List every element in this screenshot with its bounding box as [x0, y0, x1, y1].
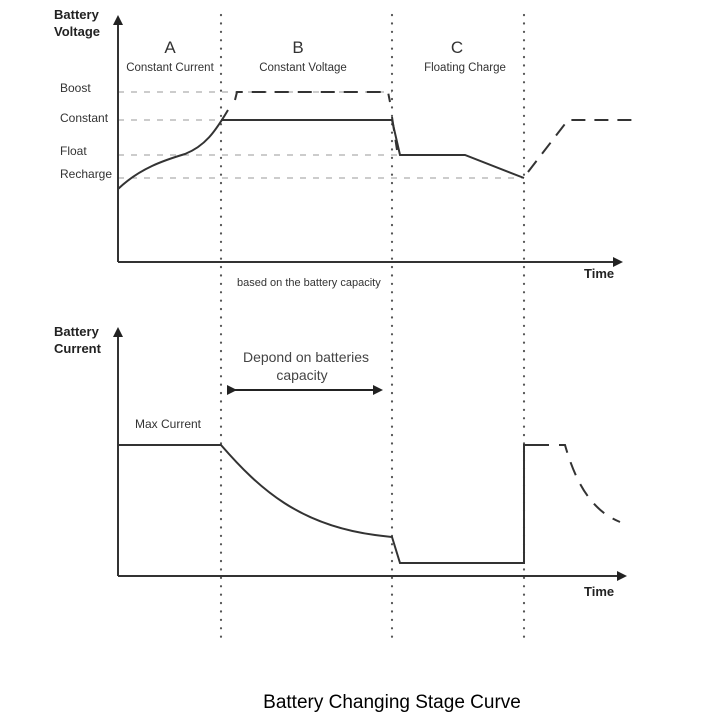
- level-boost: Boost: [60, 81, 91, 95]
- duration-note-line2: capacity: [276, 367, 327, 383]
- level-constant: Constant: [60, 111, 109, 125]
- voltage-x-axis-title: Time: [584, 266, 614, 281]
- level-guides: [118, 91, 524, 179]
- capacity-note: based on the battery capacity: [237, 277, 381, 289]
- boost-dashed-curve: [234, 91, 398, 151]
- current-curve: [118, 444, 535, 564]
- diagram-caption: Battery Changing Stage Curve: [263, 692, 521, 713]
- max-current-label: Max Current: [135, 417, 202, 431]
- level-recharge: Recharge: [60, 167, 112, 181]
- stage-a-letter: A: [164, 38, 176, 57]
- current-chart: Battery Current Time Max Current Depond …: [54, 324, 627, 599]
- stage-dividers: [219, 13, 526, 647]
- current-x-axis-title: Time: [584, 584, 614, 599]
- current-axis-title-line2: Current: [54, 341, 102, 356]
- next-cycle-current-dashed: [535, 444, 621, 523]
- current-axis-title-line1: Battery: [54, 324, 100, 339]
- next-cycle-dashed-curve: [527, 119, 636, 173]
- stage-a-name: Constant Current: [126, 62, 214, 74]
- duration-note-line1: Depond on batteries: [243, 349, 369, 365]
- level-float: Float: [60, 144, 87, 158]
- voltage-axis-title-line1: Battery: [54, 7, 100, 22]
- voltage-axis-title-line2: Voltage: [54, 24, 100, 39]
- voltage-curve: [117, 109, 525, 190]
- stage-c-name: Floating Charge: [424, 62, 506, 74]
- voltage-chart: Battery Voltage Time Boost Constant Floa…: [54, 7, 636, 289]
- stage-b-letter: B: [292, 38, 303, 57]
- stage-b-name: Constant Voltage: [259, 62, 347, 74]
- stage-c-letter: C: [451, 38, 463, 57]
